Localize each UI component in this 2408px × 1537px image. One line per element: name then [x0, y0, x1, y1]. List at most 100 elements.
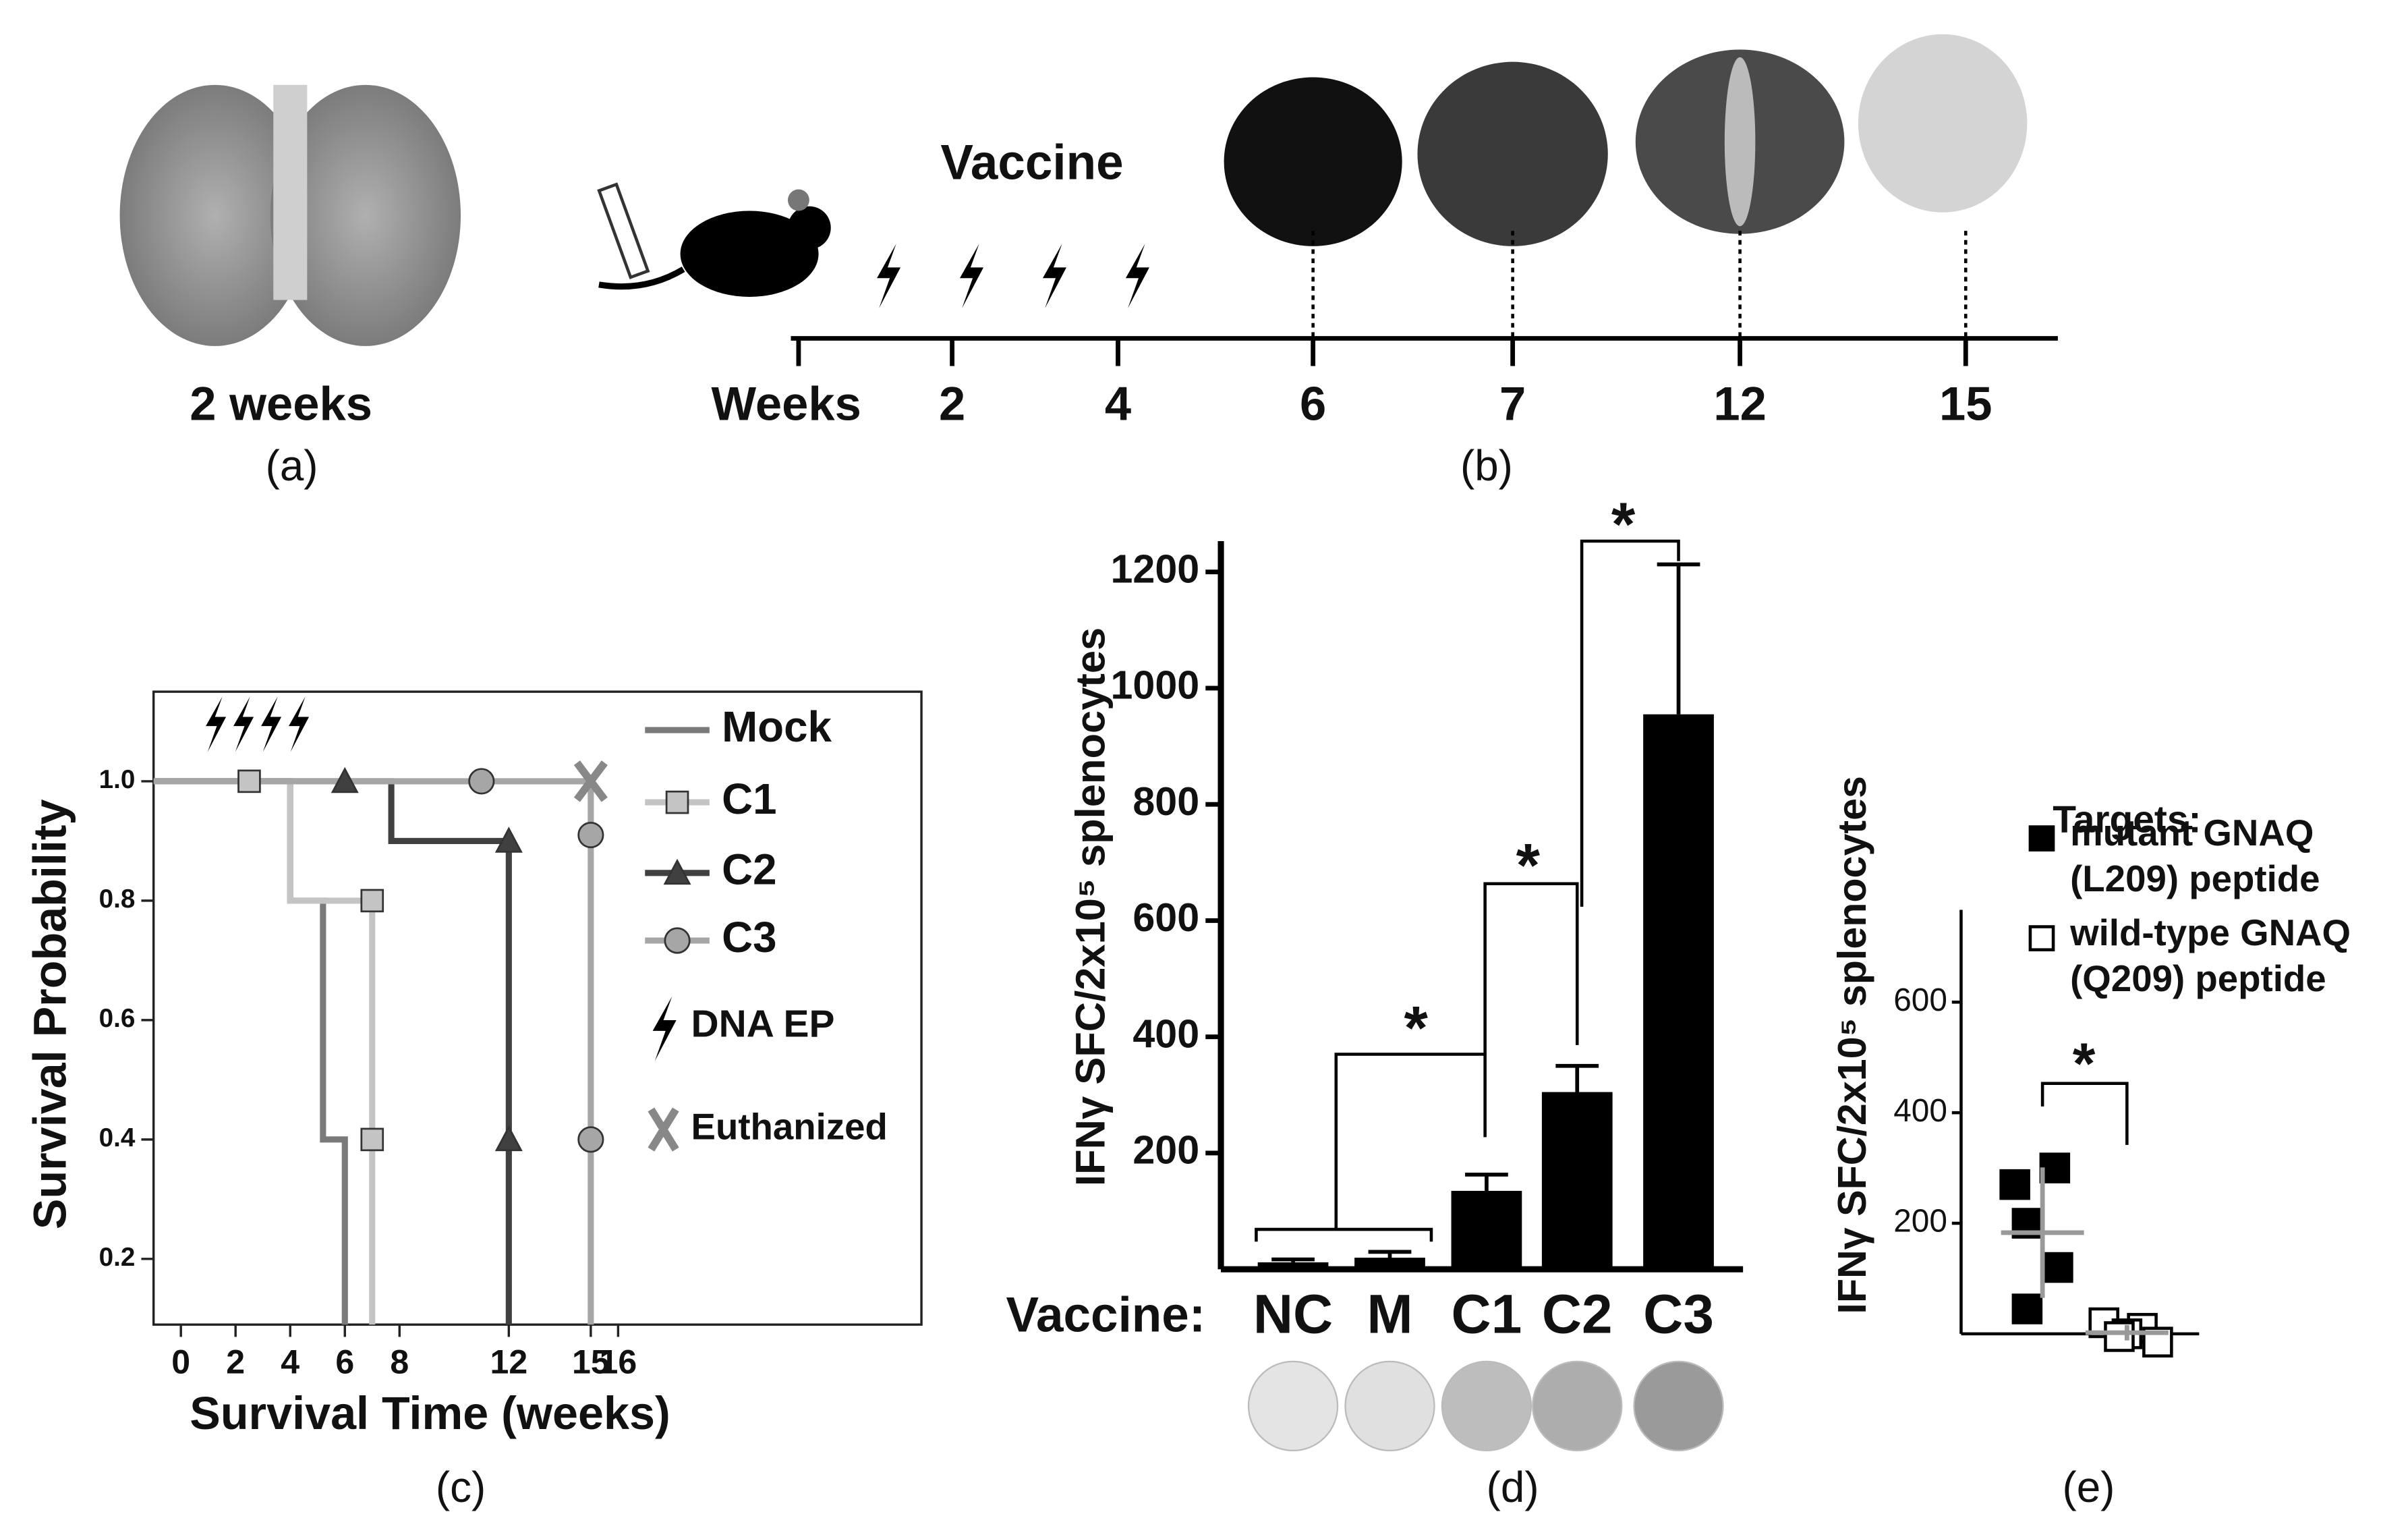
legend-label: C3 [722, 913, 776, 961]
y-tick-label: 1.0 [99, 765, 136, 794]
lung-images [1224, 34, 2028, 246]
legend-label: C2 [722, 845, 776, 894]
censor-marker [237, 769, 261, 793]
bar [1257, 1262, 1329, 1270]
censor-marker [468, 768, 495, 795]
x-tick-label: C2 [1542, 1284, 1613, 1345]
y-tick-label: 400 [1133, 1011, 1199, 1056]
bar [1354, 1258, 1425, 1270]
significance-bracket [1580, 539, 1680, 907]
panel-label: (b) [1460, 441, 1513, 490]
lung-image [119, 84, 461, 346]
tick-label: 6 [1300, 377, 1326, 430]
elispot-well [1532, 1360, 1623, 1452]
legend-label: mutant GNAQ (L209) peptide [2070, 813, 2320, 901]
survival-line [153, 778, 348, 1325]
panel-label: (d) [1487, 1463, 1539, 1511]
elispot-well [1247, 1360, 1339, 1452]
euthanized-marker [573, 760, 608, 802]
tick-label: 12 [1713, 377, 1767, 430]
legend-title: Targets: [2053, 798, 2201, 841]
x-tick-label: 8 [390, 1343, 409, 1381]
axis-label: Weeks [712, 377, 861, 430]
ep-symbol [233, 696, 254, 752]
point [2042, 1252, 2073, 1283]
tick-label: 4 [1105, 377, 1131, 430]
bar [1541, 1092, 1613, 1270]
x-tick-label: NC [1253, 1284, 1333, 1345]
ep-symbol [1125, 244, 1149, 308]
y-axis-label: IFNγ SFC/2x10⁵ splenocytes [1067, 627, 1114, 1186]
y-tick-label: 600 [1893, 982, 1947, 1018]
significance-star: * [2073, 1032, 2096, 1096]
ep-symbol [206, 696, 227, 752]
significance-star: * [1611, 491, 1636, 559]
x-tick-label: 15 [572, 1343, 610, 1381]
y-tick-label: 200 [1133, 1127, 1199, 1173]
legend-x [648, 1107, 679, 1152]
y-tick-label: 0.8 [99, 885, 136, 914]
significance-bracket [2040, 1082, 2129, 1145]
panel-label: (c) [436, 1463, 486, 1511]
legend-marker [2028, 925, 2055, 951]
legend-marker [663, 858, 691, 885]
panel-title: Vaccine [940, 136, 1123, 190]
caption: 2 weeks [190, 377, 372, 430]
legend-label: wild-type GNAQ (Q209) peptide [2070, 913, 2351, 1001]
legend-label-box: wild-type GNAQ (Q209) peptide [2070, 913, 2351, 1001]
x-tick-label: 0 [171, 1343, 190, 1381]
plot-frame [152, 690, 923, 1326]
legend-label: DNA EP [691, 1003, 835, 1046]
point [2011, 1293, 2043, 1324]
y-tick-label: 1200 [1110, 546, 1199, 591]
mouse [597, 182, 831, 298]
significance-bracket [1483, 882, 1579, 1055]
significance-star: * [1516, 831, 1541, 899]
y-tick-label: 200 [1893, 1204, 1947, 1239]
censor-marker [494, 1125, 523, 1152]
x-tick-label: M [1367, 1284, 1412, 1345]
survival-line [153, 778, 376, 1325]
tick-label: 2 [939, 377, 965, 430]
panel-label: (e) [2062, 1463, 2115, 1511]
plot-area [153, 778, 594, 1325]
x-tick-label: 6 [335, 1343, 354, 1381]
survival-line [153, 778, 512, 1325]
tick-label: 15 [1939, 377, 1993, 430]
y-tick-label: 0.2 [99, 1243, 136, 1272]
bar [1451, 1190, 1522, 1270]
legend-ep-symbol [652, 996, 677, 1061]
x-tick-label: 4 [281, 1343, 299, 1381]
significance-star: * [1404, 995, 1428, 1063]
elispot-well [1441, 1360, 1532, 1452]
y-tick-label: 600 [1133, 895, 1199, 940]
x-tick-label: C1 [1452, 1284, 1522, 1345]
legend-marker [665, 790, 689, 814]
legend-label: C1 [722, 775, 776, 823]
legend-marker [664, 927, 691, 954]
censor-marker [360, 889, 384, 913]
censor-marker [577, 1126, 604, 1153]
y-axis-label: Survival Probability [25, 799, 76, 1229]
tick-label: 7 [1499, 377, 1526, 430]
ep-symbol [959, 244, 984, 308]
legend-marker [2028, 825, 2055, 851]
y-tick-label: 0.6 [99, 1004, 136, 1033]
significance-bracket [1255, 1053, 1487, 1242]
ep-symbol [1042, 244, 1066, 308]
x-axis-label: Vaccine: [1006, 1287, 1205, 1342]
censor-marker [360, 1127, 384, 1152]
x-axis-label: Survival Time (weeks) [190, 1388, 670, 1439]
point [2039, 1152, 2071, 1183]
y-axis-label: IFNγ SFC/2x10⁵ splenocytes [1829, 776, 1874, 1314]
elispot-well [1344, 1360, 1435, 1452]
x-tick-label: 16 [600, 1343, 637, 1381]
ep-symbol [261, 696, 282, 752]
legend-label-box: mutant GNAQ (L209) peptide [2070, 813, 2320, 901]
legend-label: Mock [722, 702, 832, 751]
x-tick-label: C3 [1643, 1284, 1714, 1345]
panel-label: (a) [266, 441, 318, 490]
y-tick-label: 1000 [1110, 663, 1199, 708]
